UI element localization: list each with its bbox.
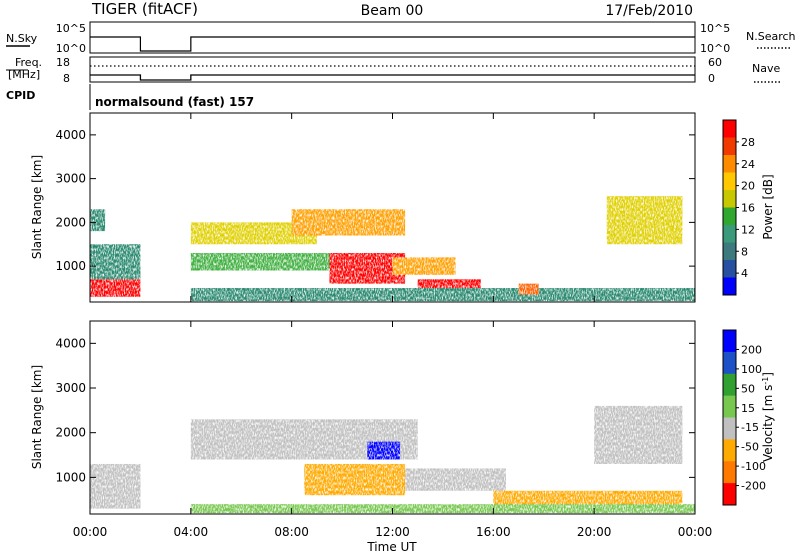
data-region xyxy=(304,463,406,496)
x-tick-label: 12:00 xyxy=(375,525,410,539)
power-ylabel: Slant Range [km] xyxy=(30,155,44,259)
power-colorbar-tick-label: 16 xyxy=(741,202,755,215)
nave-tick-top: 60 xyxy=(708,56,722,69)
power-panel: 1000 2000 3000 4000 Slant Range [km] xyxy=(30,112,696,303)
velocity-ylabel: Slant Range [km] xyxy=(30,365,44,469)
nave-tick-bottom: 0 xyxy=(708,72,715,85)
velocity-colorbar-swatch xyxy=(723,461,736,484)
power-colorbar-tick-label: 8 xyxy=(741,245,748,258)
noise-tick-left-top: 10^5 xyxy=(56,22,86,35)
freq-trace xyxy=(90,74,695,81)
velocity-colorbar-tick-label: -15 xyxy=(741,421,759,434)
noise-tick-left-bottom: 10^0 xyxy=(56,42,86,55)
power-colorbar-swatch xyxy=(723,207,736,226)
x-axis: 00:00 04:00 08:00 12:00 16:00 20:00 00:00 xyxy=(73,525,713,539)
x-tick-label: 20:00 xyxy=(577,525,612,539)
x-tick-label: 04:00 xyxy=(174,525,209,539)
data-region xyxy=(594,405,683,464)
data-region xyxy=(606,196,683,245)
cpid-label: CPID xyxy=(6,89,35,102)
velocity-colorbar-swatch xyxy=(723,395,736,418)
data-region xyxy=(367,441,401,460)
velocity-colorbar-swatch xyxy=(723,483,736,506)
y-tick-label: 3000 xyxy=(55,172,86,186)
power-colorbar-tick-label: 20 xyxy=(741,180,755,193)
data-region xyxy=(518,283,539,295)
freq-strip: Freq. [MHz] 18 8 60 0 Nave xyxy=(6,56,780,85)
data-region xyxy=(405,468,506,491)
power-colorbar-tick-label: 12 xyxy=(741,223,755,236)
plot-title: TIGER (fitACF) xyxy=(91,0,198,18)
nsearch-label: N.Search xyxy=(746,30,796,43)
x-tick-label: 00:00 xyxy=(678,525,713,539)
data-region xyxy=(190,222,317,245)
velocity-colorbar-swatch xyxy=(723,373,736,397)
velocity-colorbar-tick-label: 100 xyxy=(741,363,762,376)
beam-label: Beam 00 xyxy=(361,3,424,19)
freq-label-1: Freq. xyxy=(15,56,42,69)
data-region xyxy=(291,209,406,236)
velocity-colorbar-swatch xyxy=(723,439,736,462)
power-colorbar-tick-label: 28 xyxy=(741,136,755,149)
y-tick-label: 3000 xyxy=(55,381,86,395)
y-tick-label: 1000 xyxy=(55,470,86,484)
velocity-colorbar-tick-label: 50 xyxy=(741,382,755,395)
y-tick-label: 1000 xyxy=(55,259,86,273)
noise-strip: N.Sky 10^5 10^0 10^5 10^0 N.Search xyxy=(6,21,796,55)
velocity-colorbar-tick-label: -200 xyxy=(741,480,766,493)
power-colorbar-swatch xyxy=(723,260,736,278)
power-colorbar-swatch xyxy=(723,277,736,296)
velocity-panel: 1000 2000 3000 4000 Slant Range [km] xyxy=(30,320,696,515)
noise-tick-right-bottom: 10^0 xyxy=(700,42,730,55)
power-colorbar-swatch xyxy=(723,155,736,173)
noise-sky-trace xyxy=(90,36,695,52)
nsky-label: N.Sky xyxy=(6,32,38,45)
velocity-colorbar-tick-label: -50 xyxy=(741,441,759,454)
cpid-strip: CPID normalsound (fast) 157 xyxy=(6,84,254,110)
freq-tick-bottom: 8 xyxy=(63,72,70,85)
velocity-colorbar-swatch xyxy=(723,330,736,353)
data-region xyxy=(190,288,695,302)
x-tick-label: 08:00 xyxy=(274,525,309,539)
y-tick-label: 2000 xyxy=(55,426,86,440)
data-region xyxy=(392,257,456,275)
nave-label: Nave xyxy=(752,62,780,75)
x-tick-label: 16:00 xyxy=(476,525,511,539)
power-colorbar-swatch xyxy=(723,172,736,191)
power-colorbar-tick-label: 4 xyxy=(741,267,748,280)
x-tick-label: 00:00 xyxy=(73,525,108,539)
power-colorbar-swatch xyxy=(723,190,736,208)
data-region xyxy=(90,209,106,232)
velocity-colorbar-tick-label: -100 xyxy=(741,460,766,473)
power-colorbar-label: Power [dB] xyxy=(761,174,775,239)
power-colorbar-swatch xyxy=(723,225,736,243)
data-region xyxy=(90,279,141,297)
power-colorbar-tick-label: 24 xyxy=(741,158,755,171)
y-tick-label: 4000 xyxy=(55,336,86,350)
velocity-colorbar-label: Velocity [m s-1] xyxy=(761,372,776,462)
power-colorbar-swatch xyxy=(723,242,736,261)
y-tick-label: 4000 xyxy=(55,128,86,142)
cpid-text: normalsound (fast) 157 xyxy=(95,95,254,109)
velocity-colorbar: 200 100 50 15 -15 -50 -100 -200 xyxy=(722,329,766,506)
data-region xyxy=(190,504,695,514)
velocity-colorbar-swatch xyxy=(723,417,736,440)
velocity-colorbar-tick-label: 15 xyxy=(741,402,755,415)
freq-tick-top: 18 xyxy=(56,56,70,69)
velocity-colorbar-tick-label: 200 xyxy=(741,343,762,356)
data-region xyxy=(90,463,141,509)
date-label: 17/Feb/2010 xyxy=(605,3,693,19)
data-region xyxy=(90,244,141,280)
noise-tick-right-top: 10^5 xyxy=(700,22,730,35)
velocity-colorbar-swatch xyxy=(723,351,736,375)
x-axis-label: Time UT xyxy=(366,540,417,554)
power-colorbar-swatch xyxy=(723,137,736,156)
freq-label-2: [MHz] xyxy=(8,68,40,81)
y-tick-label: 2000 xyxy=(55,215,86,229)
power-colorbar-swatch xyxy=(723,120,736,138)
power-colorbar: 28 24 20 16 12 8 4 xyxy=(722,119,755,296)
